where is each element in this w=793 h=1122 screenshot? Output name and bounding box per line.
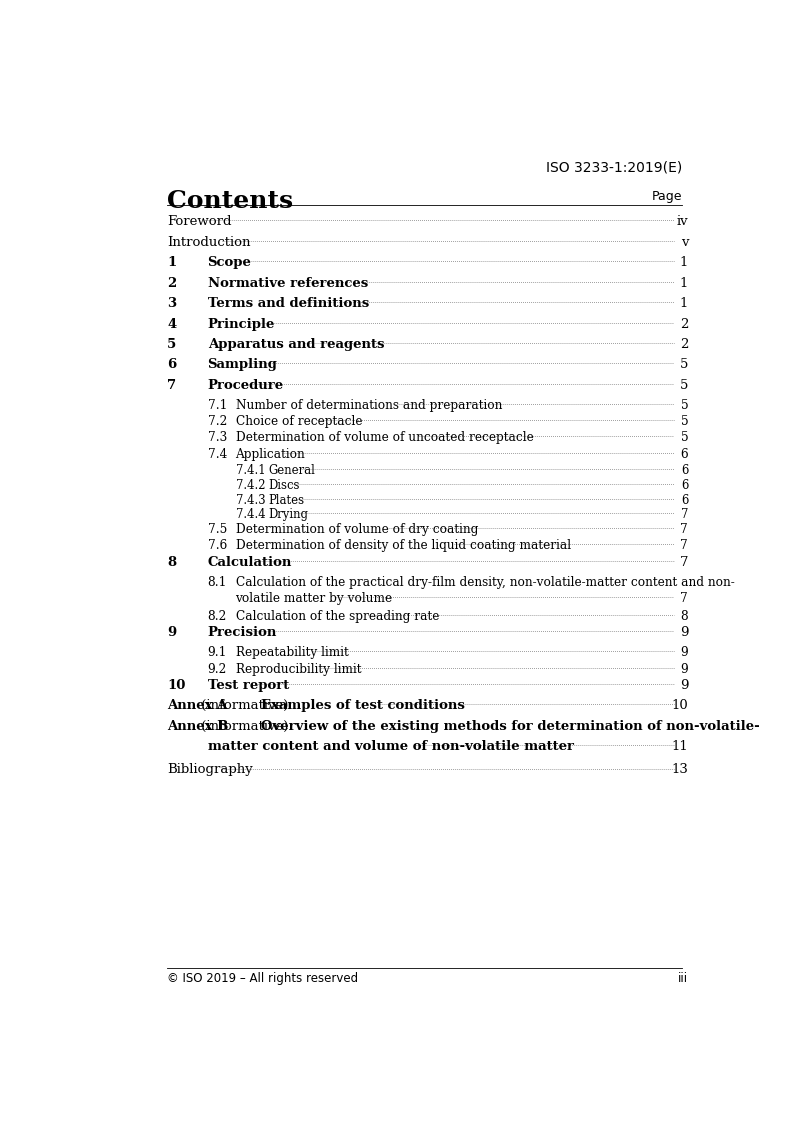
Text: Introduction: Introduction: [167, 236, 251, 249]
Text: Determination of density of the liquid coating material: Determination of density of the liquid c…: [236, 540, 571, 552]
Text: 11: 11: [672, 741, 688, 753]
Text: ISO 3233-1:2019(E): ISO 3233-1:2019(E): [546, 160, 682, 175]
Text: © ISO 2019 – All rights reserved: © ISO 2019 – All rights reserved: [167, 972, 358, 985]
Text: 9: 9: [680, 646, 688, 660]
Text: (informative): (informative): [197, 719, 293, 733]
Text: 6: 6: [680, 479, 688, 491]
Text: 2: 2: [680, 318, 688, 331]
Text: Reproducibility limit: Reproducibility limit: [236, 663, 361, 675]
Text: Principle: Principle: [208, 318, 275, 331]
Text: 7.4: 7.4: [208, 448, 227, 461]
Text: Page: Page: [651, 190, 682, 203]
Text: 13: 13: [671, 763, 688, 776]
Text: 7: 7: [680, 508, 688, 522]
Text: Application: Application: [236, 448, 305, 461]
Text: 1: 1: [680, 256, 688, 269]
Text: Number of determinations and preparation: Number of determinations and preparation: [236, 399, 502, 412]
Text: 5: 5: [680, 399, 688, 412]
Text: 7: 7: [167, 379, 177, 392]
Text: volatile matter by volume: volatile matter by volume: [236, 592, 393, 605]
Text: (informative): (informative): [197, 699, 293, 712]
Text: 7: 7: [680, 592, 688, 605]
Text: 10: 10: [672, 699, 688, 712]
Text: v: v: [680, 236, 688, 249]
Text: Annex A: Annex A: [167, 699, 228, 712]
Text: 7.6: 7.6: [208, 540, 227, 552]
Text: 8: 8: [680, 610, 688, 623]
Text: Contents: Contents: [167, 188, 293, 212]
Text: 7.4.2: 7.4.2: [236, 479, 265, 491]
Text: 7.4.4: 7.4.4: [236, 508, 265, 522]
Text: Determination of volume of uncoated receptacle: Determination of volume of uncoated rece…: [236, 432, 533, 444]
Text: 9: 9: [680, 626, 688, 640]
Text: 8.2: 8.2: [208, 610, 227, 623]
Text: 2: 2: [680, 338, 688, 351]
Text: 5: 5: [680, 358, 688, 371]
Text: Annex B: Annex B: [167, 719, 228, 733]
Text: Overview of the existing methods for determination of non-volatile-: Overview of the existing methods for det…: [261, 719, 760, 733]
Text: 1: 1: [680, 297, 688, 310]
Text: 7: 7: [680, 555, 688, 569]
Text: Plates: Plates: [268, 494, 305, 506]
Text: 8: 8: [167, 555, 177, 569]
Text: Bibliography: Bibliography: [167, 763, 253, 776]
Text: 3: 3: [167, 297, 177, 310]
Text: 1: 1: [680, 277, 688, 289]
Text: 7.4.1: 7.4.1: [236, 463, 265, 477]
Text: Calculation of the practical dry-film density, non-volatile-matter content and n: Calculation of the practical dry-film de…: [236, 576, 734, 589]
Text: 7: 7: [680, 540, 688, 552]
Text: 9: 9: [680, 663, 688, 675]
Text: Choice of receptacle: Choice of receptacle: [236, 415, 362, 429]
Text: 7.2: 7.2: [208, 415, 227, 429]
Text: 6: 6: [680, 494, 688, 506]
Text: 5: 5: [680, 379, 688, 392]
Text: Determination of volume of dry coating: Determination of volume of dry coating: [236, 523, 478, 536]
Text: Discs: Discs: [268, 479, 300, 491]
Text: 5: 5: [680, 432, 688, 444]
Text: Procedure: Procedure: [208, 379, 284, 392]
Text: iii: iii: [678, 972, 688, 985]
Text: 9: 9: [680, 679, 688, 692]
Text: 7.5: 7.5: [208, 523, 227, 536]
Text: 2: 2: [167, 277, 177, 289]
Text: 9.1: 9.1: [208, 646, 227, 660]
Text: 5: 5: [680, 415, 688, 429]
Text: Examples of test conditions: Examples of test conditions: [261, 699, 465, 712]
Text: 7.1: 7.1: [208, 399, 227, 412]
Text: Normative references: Normative references: [208, 277, 368, 289]
Text: 6: 6: [167, 358, 177, 371]
Text: Scope: Scope: [208, 256, 251, 269]
Text: 7: 7: [680, 523, 688, 536]
Text: Repeatability limit: Repeatability limit: [236, 646, 348, 660]
Text: General: General: [268, 463, 315, 477]
Text: Test report: Test report: [208, 679, 289, 692]
Text: 9: 9: [167, 626, 177, 640]
Text: 5: 5: [167, 338, 177, 351]
Text: matter content and volume of non-volatile matter: matter content and volume of non-volatil…: [208, 741, 573, 753]
Text: Apparatus and reagents: Apparatus and reagents: [208, 338, 384, 351]
Text: Foreword: Foreword: [167, 215, 232, 229]
Text: 9.2: 9.2: [208, 663, 227, 675]
Text: 6: 6: [680, 448, 688, 461]
Text: Calculation of the spreading rate: Calculation of the spreading rate: [236, 610, 439, 623]
Text: 6: 6: [680, 463, 688, 477]
Text: 7.4.3: 7.4.3: [236, 494, 265, 506]
Text: 8.1: 8.1: [208, 576, 227, 589]
Text: Terms and definitions: Terms and definitions: [208, 297, 369, 310]
Text: 7.3: 7.3: [208, 432, 227, 444]
Text: Calculation: Calculation: [208, 555, 292, 569]
Text: Drying: Drying: [268, 508, 308, 522]
Text: Precision: Precision: [208, 626, 277, 640]
Text: 4: 4: [167, 318, 177, 331]
Text: 1: 1: [167, 256, 177, 269]
Text: iv: iv: [676, 215, 688, 229]
Text: 10: 10: [167, 679, 186, 692]
Text: Sampling: Sampling: [208, 358, 278, 371]
